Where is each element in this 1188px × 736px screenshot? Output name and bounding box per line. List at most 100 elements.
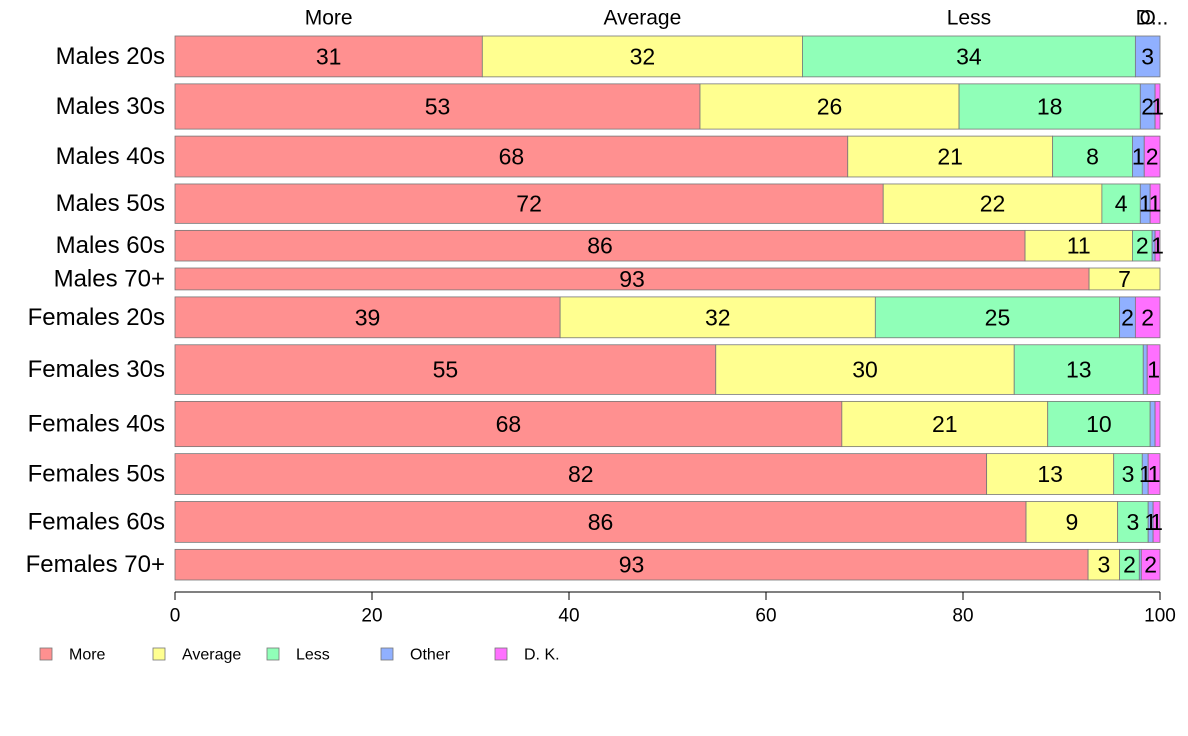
bar-females-60s-less — [1117, 501, 1149, 543]
bar-males-40s-more — [174, 135, 849, 178]
category-label-males-70: Males 70+ — [54, 265, 165, 292]
segment-label: 93 — [619, 266, 645, 292]
category-label-males-30s: Males 30s — [56, 93, 165, 120]
top-label-more: More — [305, 7, 353, 30]
segment-label: 1 — [1150, 509, 1163, 535]
segment-label: 55 — [433, 357, 459, 383]
legend-swatch-other — [380, 647, 394, 661]
segment-label: 3 — [1122, 461, 1135, 487]
segment-label: 31 — [316, 43, 342, 69]
bar-males-30s-less — [958, 83, 1141, 130]
segment-label: 26 — [817, 93, 843, 119]
segment-label: 32 — [630, 43, 656, 69]
bar-males-50s-d-k — [1149, 183, 1161, 224]
segment-label: 72 — [516, 191, 542, 217]
segment-label: 2 — [1123, 552, 1136, 578]
segment-label: 3 — [1097, 552, 1110, 578]
segment-label: 1 — [1151, 233, 1164, 259]
segment-label: 2 — [1146, 144, 1159, 170]
x-tick-label: 20 — [361, 606, 382, 627]
category-label-females-50s: Females 50s — [28, 461, 165, 488]
segment-label: 39 — [355, 304, 381, 330]
segment-label: 2 — [1141, 93, 1154, 119]
bar-females-50s-d-k — [1147, 453, 1161, 495]
bar-females-30s-d-k — [1146, 344, 1161, 395]
segment-label: 86 — [587, 233, 613, 259]
segment-label: 1 — [1139, 461, 1152, 487]
segment-label: 1 — [1147, 357, 1160, 383]
bar-females-20s-more — [174, 296, 561, 339]
bar-males-40s-average — [847, 135, 1054, 178]
legend-label-d-k: D. K. — [524, 647, 560, 664]
bar-males-70-average — [1088, 267, 1161, 291]
segment-label: 2 — [1144, 552, 1157, 578]
bar-males-30s-more — [174, 83, 701, 130]
category-labels-layer: Males 20s Males 30s Males 40s Males 50s Male… — [26, 43, 165, 578]
x-tick-label: 40 — [558, 606, 579, 627]
segment-label: 86 — [588, 509, 614, 535]
segment-label: 7 — [1118, 266, 1131, 292]
top-label-average: Average — [603, 7, 681, 30]
top-label-less: Less — [947, 7, 991, 30]
legend-swatch-d-k — [494, 647, 508, 661]
segment-label: 13 — [1037, 461, 1063, 487]
legend: More Average Less Other D. K. — [39, 647, 560, 664]
segment-label: 53 — [425, 93, 451, 119]
bar-females-20s-d-k — [1134, 296, 1161, 339]
x-tick-label: 0 — [170, 606, 181, 627]
legend-label-average: Average — [182, 647, 241, 664]
category-label-males-20s: Males 20s — [56, 43, 165, 70]
bar-females-30s-less — [1013, 344, 1144, 395]
segment-label: 2 — [1121, 304, 1134, 330]
top-label-d-k: D... — [1136, 7, 1169, 30]
bar-males-50s-average — [882, 183, 1103, 224]
segment-label: 2 — [1136, 233, 1149, 259]
legend-swatch-more — [39, 647, 53, 661]
bar-females-20s-less — [874, 296, 1121, 339]
segment-label: 1 — [1149, 191, 1162, 217]
segment-label: 21 — [932, 411, 958, 437]
category-label-males-60s: Males 60s — [56, 232, 165, 259]
bar-females-50s-average — [986, 453, 1115, 495]
bar-females-70-d-k — [1140, 548, 1161, 581]
legend-label-less: Less — [296, 647, 330, 664]
bar-females-30s-more — [174, 344, 717, 395]
segment-label: 82 — [568, 461, 594, 487]
bar-females-40s-other — [1149, 400, 1156, 448]
bar-males-40s-less — [1052, 135, 1133, 178]
category-label-females-40s: Females 40s — [28, 411, 165, 438]
bar-females-50s-more — [174, 453, 988, 495]
segment-label: 1 — [1144, 509, 1157, 535]
segment-label: 34 — [956, 43, 982, 69]
segment-label: 3 — [1141, 43, 1154, 69]
category-label-females-20s: Females 20s — [28, 304, 165, 331]
bar-females-70-average — [1087, 548, 1121, 581]
segment-label: 10 — [1086, 411, 1112, 437]
bar-males-20s-less — [802, 35, 1136, 78]
bar-females-40s-average — [841, 400, 1049, 448]
segment-label: 21 — [937, 144, 963, 170]
segment-label: 1 — [1148, 461, 1161, 487]
category-label-females-70: Females 70+ — [26, 551, 165, 578]
legend-label-other: Other — [410, 647, 451, 664]
x-tick-label: 80 — [952, 606, 973, 627]
segment-label: 1 — [1139, 191, 1152, 217]
top-label-other: O — [1140, 7, 1156, 30]
x-tick-label: 60 — [755, 606, 776, 627]
bar-males-30s-d-k — [1154, 83, 1161, 130]
segment-label: 3 — [1127, 509, 1140, 535]
bar-females-60s-more — [174, 501, 1027, 543]
bar-males-60s-d-k — [1154, 229, 1161, 262]
legend-label-more: More — [69, 647, 106, 664]
bar-females-60s-d-k — [1152, 501, 1161, 543]
segment-label: 1 — [1151, 93, 1164, 119]
bar-females-20s-average — [559, 296, 876, 339]
x-tick-label: 100 — [1144, 606, 1176, 627]
bar-females-70-more — [174, 548, 1089, 581]
segment-label: 2 — [1141, 304, 1154, 330]
category-label-males-40s: Males 40s — [56, 143, 165, 170]
bar-males-40s-d-k — [1143, 135, 1161, 178]
category-label-females-30s: Females 30s — [28, 356, 165, 383]
bar-females-40s-less — [1047, 400, 1151, 448]
